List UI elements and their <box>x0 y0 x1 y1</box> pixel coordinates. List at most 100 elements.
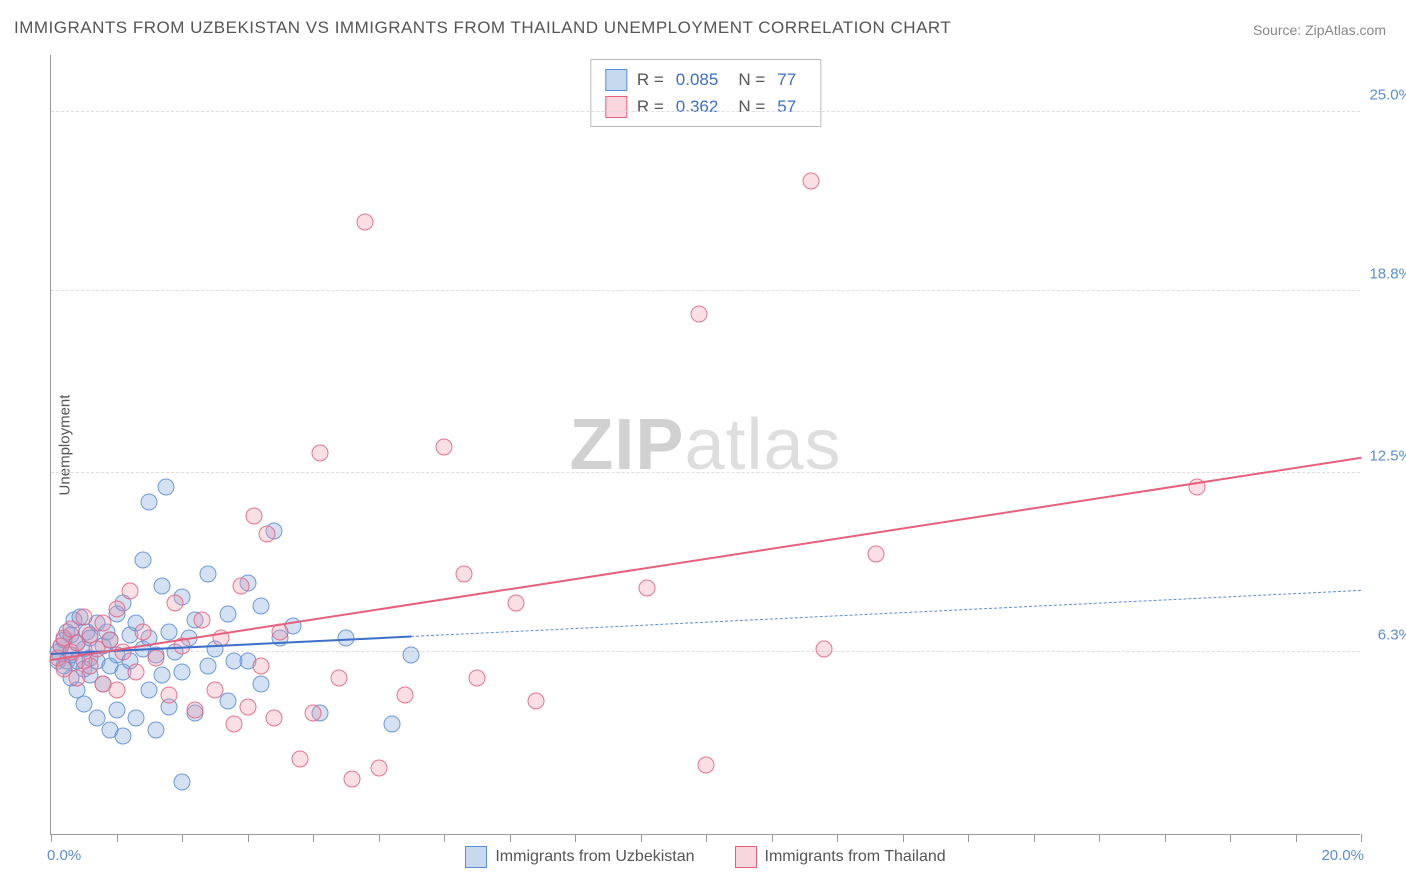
data-point-thailand <box>108 681 125 698</box>
data-point-thailand <box>232 577 249 594</box>
legend-N-thailand: 57 <box>777 93 796 120</box>
data-point-thailand <box>868 545 885 562</box>
legend-N-uzbekistan: 77 <box>777 66 796 93</box>
x-axis-max-label: 20.0% <box>1321 847 1364 864</box>
data-point-thailand <box>331 670 348 687</box>
data-point-uzbekistan <box>219 693 236 710</box>
swatch-thailand-icon <box>735 846 757 868</box>
y-tick-label: 25.0% <box>1360 86 1406 103</box>
legend-correlation: R = 0.085 N = 77 R = 0.362 N = 57 <box>590 59 821 127</box>
x-tick <box>182 834 183 842</box>
gridline <box>51 472 1360 473</box>
x-tick <box>903 834 904 842</box>
data-point-thailand <box>468 670 485 687</box>
x-tick <box>379 834 380 842</box>
data-point-thailand <box>455 566 472 583</box>
x-tick <box>1361 834 1362 842</box>
chart-title: IMMIGRANTS FROM UZBEKISTAN VS IMMIGRANTS… <box>14 18 951 38</box>
data-point-uzbekistan <box>200 566 217 583</box>
y-tick-label: 12.5% <box>1360 447 1406 464</box>
x-tick <box>248 834 249 842</box>
data-point-thailand <box>187 701 204 718</box>
legend-R-thailand: 0.362 <box>676 93 719 120</box>
x-tick <box>313 834 314 842</box>
x-tick <box>968 834 969 842</box>
data-point-uzbekistan <box>128 710 145 727</box>
data-point-thailand <box>698 756 715 773</box>
data-point-thailand <box>128 664 145 681</box>
x-tick <box>51 834 52 842</box>
data-point-thailand <box>311 444 328 461</box>
data-point-thailand <box>82 658 99 675</box>
legend-series: Immigrants from Uzbekistan Immigrants fr… <box>51 846 1360 868</box>
legend-R-uzbekistan: 0.085 <box>676 66 719 93</box>
data-point-thailand <box>226 716 243 733</box>
x-tick <box>1230 834 1231 842</box>
data-point-uzbekistan <box>108 701 125 718</box>
data-point-thailand <box>160 687 177 704</box>
data-point-thailand <box>252 658 269 675</box>
data-point-uzbekistan <box>154 667 171 684</box>
data-point-thailand <box>802 173 819 190</box>
data-point-uzbekistan <box>141 681 158 698</box>
data-point-thailand <box>344 771 361 788</box>
data-point-uzbekistan <box>252 597 269 614</box>
data-point-thailand <box>239 698 256 715</box>
legend-label-thailand: Immigrants from Thailand <box>765 848 946 866</box>
legend-N-label: N = <box>738 93 765 120</box>
legend-N-label: N = <box>738 66 765 93</box>
swatch-uzbekistan <box>605 69 627 91</box>
data-point-uzbekistan <box>147 722 164 739</box>
data-point-thailand <box>291 750 308 767</box>
data-point-thailand <box>121 583 138 600</box>
data-point-uzbekistan <box>141 493 158 510</box>
data-point-thailand <box>265 710 282 727</box>
legend-R-label: R = <box>637 66 664 93</box>
legend-R-label: R = <box>637 93 664 120</box>
data-point-uzbekistan <box>154 577 171 594</box>
gridline <box>51 290 1360 291</box>
legend-item-thailand: Immigrants from Thailand <box>735 846 946 868</box>
trendline <box>51 456 1361 660</box>
data-point-uzbekistan <box>383 716 400 733</box>
data-point-thailand <box>527 693 544 710</box>
data-point-thailand <box>108 600 125 617</box>
x-tick <box>510 834 511 842</box>
gridline <box>51 111 1360 112</box>
x-axis-min-label: 0.0% <box>47 847 81 864</box>
data-point-uzbekistan <box>403 646 420 663</box>
x-tick <box>837 834 838 842</box>
x-tick <box>706 834 707 842</box>
data-point-uzbekistan <box>200 658 217 675</box>
data-point-thailand <box>815 641 832 658</box>
data-point-uzbekistan <box>219 606 236 623</box>
plot-area: Unemployment ZIPatlas R = 0.085 N = 77 R… <box>50 55 1360 835</box>
x-tick <box>1296 834 1297 842</box>
legend-row-thailand: R = 0.362 N = 57 <box>605 93 806 120</box>
data-point-thailand <box>691 306 708 323</box>
x-tick <box>444 834 445 842</box>
x-tick <box>1165 834 1166 842</box>
swatch-thailand <box>605 96 627 118</box>
data-point-thailand <box>95 615 112 632</box>
x-tick <box>575 834 576 842</box>
data-point-uzbekistan <box>252 675 269 692</box>
data-point-thailand <box>357 213 374 230</box>
watermark: ZIPatlas <box>569 404 841 486</box>
data-point-thailand <box>259 525 276 542</box>
data-point-thailand <box>508 594 525 611</box>
legend-item-uzbekistan: Immigrants from Uzbekistan <box>465 846 694 868</box>
data-point-thailand <box>370 759 387 776</box>
data-point-thailand <box>396 687 413 704</box>
data-point-thailand <box>246 508 263 525</box>
data-point-uzbekistan <box>160 623 177 640</box>
data-point-uzbekistan <box>174 664 191 681</box>
data-point-thailand <box>436 438 453 455</box>
swatch-uzbekistan-icon <box>465 846 487 868</box>
data-point-uzbekistan <box>115 727 132 744</box>
legend-label-uzbekistan: Immigrants from Uzbekistan <box>495 848 694 866</box>
data-point-thailand <box>206 681 223 698</box>
data-point-uzbekistan <box>75 696 92 713</box>
x-tick <box>772 834 773 842</box>
y-tick-label: 6.3% <box>1360 627 1406 644</box>
